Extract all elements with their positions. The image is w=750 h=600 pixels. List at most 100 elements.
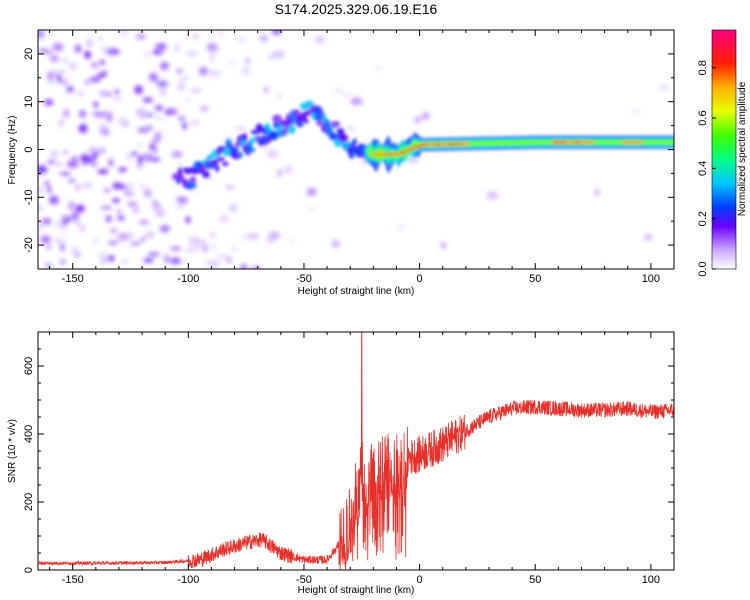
ridge-blob — [247, 147, 256, 153]
ridge-blob — [215, 156, 226, 162]
x-tick-label: 100 — [642, 574, 660, 586]
noise-blob — [176, 82, 186, 91]
noise-blob — [123, 190, 135, 197]
x-tick-label: 0 — [417, 273, 423, 285]
noise-blob — [79, 153, 92, 163]
noise-blob — [245, 57, 250, 65]
noise-blob — [350, 97, 363, 106]
noise-blob — [56, 241, 68, 245]
noise-blob — [46, 159, 56, 165]
ridge-peak — [427, 142, 436, 147]
noise-blob — [175, 69, 183, 74]
noise-blob — [38, 204, 43, 212]
ridge-peak — [628, 140, 637, 144]
noise-blob — [58, 70, 66, 75]
noise-blob — [235, 125, 247, 132]
ridge-blob — [295, 121, 304, 128]
x-tick-label: -50 — [296, 273, 312, 285]
snr-y-axis-label: SNR (10 * v/v) — [7, 419, 18, 483]
ridge-blob — [246, 140, 253, 149]
x-tick-label: 0 — [417, 574, 423, 586]
noise-blob — [277, 169, 283, 177]
noise-blob — [117, 116, 128, 126]
noise-blob — [163, 254, 171, 264]
noise-blob — [149, 142, 156, 151]
noise-blob — [406, 158, 419, 162]
noise-blob — [333, 88, 344, 94]
ridge-peak — [434, 142, 443, 146]
ridge-blob — [348, 148, 356, 159]
noise-blob — [79, 223, 85, 232]
y-tick-label: 400 — [23, 425, 35, 443]
y-tick-label: 0 — [23, 146, 35, 152]
snr-series-line — [38, 332, 674, 570]
noise-blob — [219, 214, 229, 223]
noise-blob — [75, 89, 85, 98]
noise-blob — [208, 70, 221, 78]
noise-blob — [105, 215, 112, 223]
noise-blob — [210, 233, 216, 237]
ridge-blob — [202, 170, 210, 179]
noise-blob — [84, 50, 91, 60]
ridge-peak — [413, 145, 422, 149]
ridge-blob — [328, 127, 333, 132]
noise-blob — [126, 201, 138, 207]
ridge-peak — [385, 152, 394, 156]
noise-blob — [99, 60, 106, 65]
noise-blob — [56, 74, 61, 82]
noise-blob — [136, 161, 144, 170]
noise-blob — [152, 136, 161, 144]
noise-blob — [112, 198, 120, 203]
noise-blob — [62, 149, 68, 155]
noise-blob — [71, 156, 79, 161]
noise-blob — [341, 93, 353, 97]
ridge-blob — [222, 161, 229, 167]
ridge-blob — [189, 176, 197, 184]
ridge-blob — [209, 163, 216, 170]
noise-blob — [157, 80, 168, 88]
spectrogram-x-axis-label: Height of straight line (km) — [298, 286, 415, 297]
noise-blob — [237, 37, 247, 42]
noise-blob — [190, 244, 201, 250]
ridge-peak — [399, 150, 408, 154]
colorbar-tick-label: 0.2 — [697, 211, 709, 226]
noise-blob — [132, 207, 140, 214]
x-tick-label: -100 — [177, 574, 199, 586]
noise-blob — [225, 185, 235, 189]
ridge-blob — [209, 159, 219, 165]
noise-blob — [93, 238, 99, 244]
ridge-peak — [621, 140, 630, 144]
noise-blob — [659, 85, 669, 89]
noise-blob — [306, 188, 317, 196]
ridge-peak — [447, 142, 456, 146]
noise-blob — [66, 160, 79, 168]
noise-blob — [182, 122, 187, 130]
noise-blob — [93, 101, 99, 108]
noise-blob — [59, 172, 72, 176]
noise-blob — [90, 62, 99, 69]
noise-blob — [135, 33, 146, 40]
signal-ridge — [171, 100, 674, 190]
noise-blob — [215, 254, 227, 261]
noise-blob — [105, 91, 112, 97]
noise-blob — [365, 139, 370, 144]
noise-blob — [422, 112, 430, 120]
noise-blob — [97, 35, 103, 42]
noise-blob — [373, 66, 382, 70]
noise-blob — [38, 164, 45, 174]
noise-blob — [112, 182, 123, 190]
spectrogram-plot-area — [38, 30, 674, 269]
noise-blob — [629, 109, 641, 114]
noise-blob — [46, 185, 52, 194]
ridge-blob — [273, 120, 278, 129]
noise-blob — [75, 204, 85, 213]
ridge-blob — [231, 147, 239, 153]
noise-blob — [91, 151, 99, 159]
noise-blob — [62, 220, 68, 226]
noise-blob — [277, 91, 282, 100]
noise-blob — [289, 239, 295, 244]
ridge-blob — [324, 119, 331, 129]
noise-blob — [44, 98, 54, 106]
